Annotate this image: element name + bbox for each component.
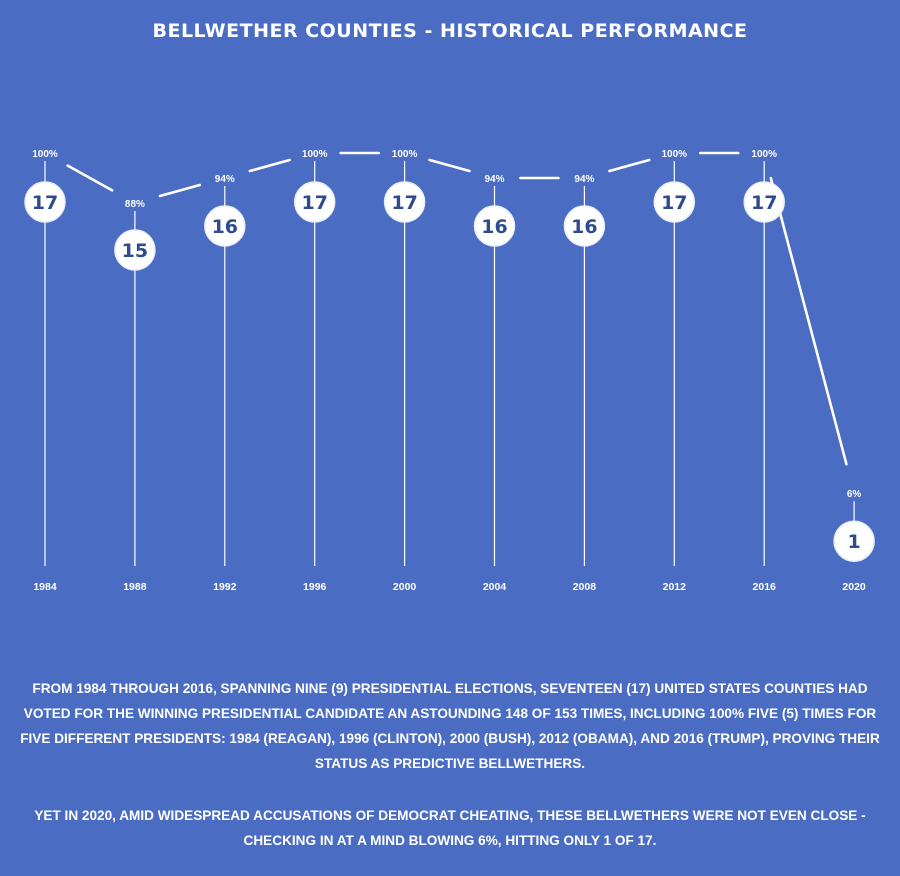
trend-segment-1988-1992 bbox=[158, 183, 202, 198]
data-point-2012: 17 bbox=[653, 181, 696, 223]
x-tick-label-2016: 2016 bbox=[753, 581, 777, 593]
percent-label-2000: 100% bbox=[392, 149, 418, 160]
value-label-1984: 17 bbox=[32, 192, 58, 214]
data-point-2008: 16 bbox=[563, 205, 606, 247]
x-tick-label-1988: 1988 bbox=[123, 581, 147, 593]
value-circle-1992 bbox=[204, 205, 246, 247]
data-point-2020: 1 bbox=[833, 520, 875, 562]
value-label-2016: 17 bbox=[751, 192, 777, 214]
trend-segment-2016-2020 bbox=[769, 176, 848, 466]
data-point-2000: 17 bbox=[383, 181, 426, 223]
value-label-2004: 16 bbox=[481, 216, 507, 238]
value-label-1992: 16 bbox=[212, 216, 238, 238]
data-point-1992: 16 bbox=[204, 205, 246, 247]
description-paragraph-1: FROM 1984 THROUGH 2016, SPANNING NINE (9… bbox=[20, 681, 880, 771]
data-point-1996: 17 bbox=[293, 181, 336, 223]
value-circle-1984 bbox=[24, 181, 66, 223]
value-circle-1996 bbox=[293, 181, 336, 223]
value-label-2000: 17 bbox=[391, 192, 417, 214]
value-circle-2020 bbox=[833, 520, 875, 562]
value-label-2012: 17 bbox=[661, 192, 687, 214]
percent-labels: 100% 88% 94% 100% 100% 94% 94% 100% 100% 6% bbox=[32, 149, 861, 500]
trend-segment-2000-2004 bbox=[428, 158, 471, 173]
percent-label-1984: 100% bbox=[32, 149, 58, 160]
value-label-2020: 1 bbox=[847, 531, 860, 553]
value-label-1996: 17 bbox=[301, 192, 327, 214]
data-point-2016: 17 bbox=[743, 181, 785, 223]
x-tick-label-2020: 2020 bbox=[842, 581, 866, 593]
value-circle-2000 bbox=[383, 181, 426, 223]
value-circle-2004 bbox=[473, 205, 516, 247]
percent-label-1988: 88% bbox=[125, 199, 145, 210]
trend-segment-1992-1996 bbox=[248, 158, 291, 173]
x-tick-label-2004: 2004 bbox=[483, 581, 507, 593]
percent-label-2016: 100% bbox=[751, 149, 777, 160]
description-paragraph-2: YET IN 2020, AMID WIDESPREAD ACCUSATIONS… bbox=[34, 808, 866, 848]
percent-label-2008: 94% bbox=[574, 174, 594, 185]
x-tick-label-1992: 1992 bbox=[213, 581, 237, 593]
data-point-2004: 16 bbox=[473, 205, 516, 247]
value-circle-2016 bbox=[743, 181, 785, 223]
data-point-1988: 15 bbox=[114, 229, 156, 271]
x-tick-label-2012: 2012 bbox=[663, 581, 687, 593]
trend-segment-1984-1988 bbox=[66, 164, 114, 192]
chart-title: BELLWETHER COUNTIES - HISTORICAL PERFORM… bbox=[152, 20, 748, 42]
x-axis-tick-labels: 1984 1988 1992 1996 2000 2004 2008 2012 2016 2020 bbox=[33, 581, 866, 593]
stem-lines bbox=[44, 161, 855, 566]
data-point-1984: 17 bbox=[24, 181, 66, 223]
x-tick-label-2000: 2000 bbox=[393, 581, 417, 593]
x-tick-label-1984: 1984 bbox=[33, 581, 57, 593]
line-chart: 100%88%94%100% 100%94% 94%100% 100%6% 17151… bbox=[24, 149, 875, 593]
trend-line bbox=[66, 151, 848, 466]
value-circle-2008 bbox=[563, 205, 606, 247]
data-points: 17 15 16 17 17 16 16 17 17 1 bbox=[24, 181, 875, 562]
percent-label-2012: 100% bbox=[662, 149, 688, 160]
percent-label-2020: 6% bbox=[847, 489, 862, 500]
value-circle-1988 bbox=[114, 229, 156, 271]
trend-segment-2008-2012 bbox=[608, 158, 651, 173]
x-tick-label-1996: 1996 bbox=[303, 581, 327, 593]
percent-label-1992: 94% bbox=[215, 174, 235, 185]
value-label-1988: 15 bbox=[122, 240, 148, 262]
percent-label-1996: 100% bbox=[302, 149, 328, 160]
x-tick-label-2008: 2008 bbox=[573, 581, 597, 593]
percent-label-2004: 94% bbox=[484, 174, 504, 185]
value-label-2008: 16 bbox=[571, 216, 597, 238]
value-circle-2012 bbox=[653, 181, 696, 223]
